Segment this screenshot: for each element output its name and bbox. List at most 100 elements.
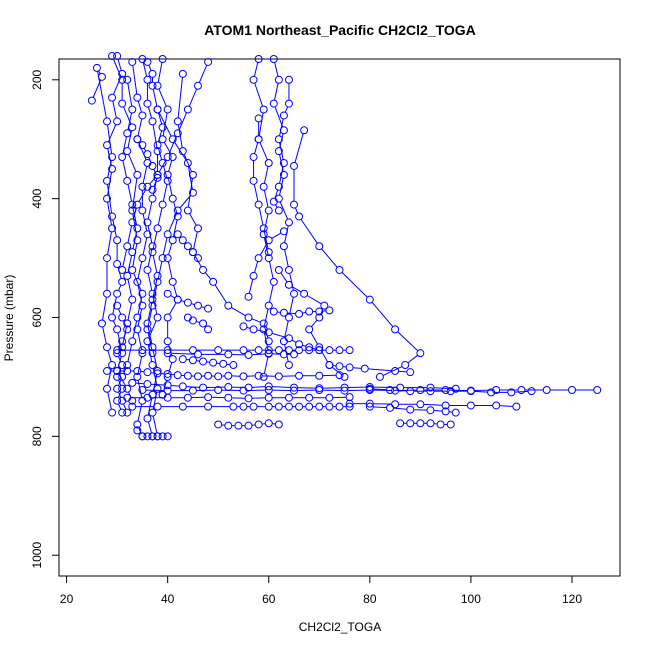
data-point (295, 371, 304, 380)
data-point (365, 384, 374, 393)
data-point (163, 230, 172, 239)
data-point (193, 350, 202, 359)
data-point (158, 432, 167, 441)
data-point (204, 57, 213, 66)
data-point (103, 289, 112, 298)
series-line-segment (153, 180, 157, 187)
data-point (300, 289, 309, 298)
series-line-segment (188, 88, 198, 107)
data-point (229, 402, 238, 411)
data-point (143, 393, 152, 402)
data-point (163, 393, 172, 402)
data-point (340, 372, 349, 381)
series-line-segment (214, 284, 227, 303)
data-point (163, 254, 172, 263)
data-point (320, 301, 329, 310)
data-point (396, 383, 405, 392)
data-point (335, 265, 344, 274)
data-point (143, 414, 152, 423)
data-point (163, 346, 172, 355)
data-point (113, 366, 122, 375)
data-point (254, 135, 263, 144)
data-point (219, 359, 228, 368)
series-line-segment (157, 207, 163, 226)
series-line-segment (132, 231, 138, 249)
data-point (284, 218, 293, 227)
series-line-segment (289, 297, 294, 315)
series-line-segment (178, 112, 187, 131)
series-line-segment (112, 59, 122, 77)
data-point (254, 55, 263, 63)
data-point (103, 141, 112, 150)
data-point (178, 69, 187, 78)
series-line-segment (194, 254, 202, 268)
data-point (249, 325, 258, 334)
series-line-segment (274, 83, 279, 101)
data-point (441, 407, 450, 416)
series-line-segment (152, 279, 158, 297)
series-line-segment (231, 306, 246, 317)
data-point (315, 343, 324, 352)
data-point (143, 380, 152, 389)
data-point (259, 182, 268, 191)
data-point (168, 236, 177, 245)
data-point (163, 432, 172, 441)
series-line-segment (268, 261, 274, 279)
series-line-segment (147, 326, 153, 344)
data-point (290, 161, 299, 170)
series-line-segment (423, 403, 443, 406)
data-point (123, 242, 132, 251)
data-point (375, 372, 384, 381)
series-line-segment (179, 195, 192, 209)
data-point (305, 343, 314, 352)
series-line-segment (112, 76, 122, 95)
data-point (183, 393, 192, 402)
series-line-segment (107, 350, 112, 362)
series-line-segment (279, 178, 284, 196)
series-line-segment (122, 136, 127, 154)
data-point (118, 337, 127, 346)
series-line-segment (173, 285, 178, 297)
y-tick-label: 1000 (30, 542, 44, 569)
series-line-segment (263, 356, 269, 374)
series-line-segment (152, 415, 158, 434)
data-point (153, 369, 162, 378)
data-point (214, 420, 223, 429)
data-point (123, 361, 132, 370)
y-tick-label: 800 (30, 426, 44, 446)
data-point (183, 371, 192, 380)
series-line-segment (162, 184, 168, 202)
series-line-segment (284, 320, 289, 338)
series-line-segment (397, 331, 419, 352)
series-line-segment (137, 285, 143, 303)
data-point (335, 346, 344, 355)
series-line-segment (117, 332, 122, 350)
series-line-segment (118, 391, 122, 398)
data-point (163, 170, 172, 179)
series-line-segment (294, 133, 304, 163)
series-line-segment (279, 201, 289, 220)
data-point (259, 372, 268, 381)
data-point (279, 170, 288, 179)
data-point (386, 403, 395, 412)
series-line-segment (128, 154, 137, 172)
data-point (183, 158, 192, 167)
data-point (249, 176, 258, 185)
data-point (279, 242, 288, 251)
data-point (204, 304, 213, 313)
series-line-segment (499, 405, 513, 407)
data-point (153, 81, 162, 90)
data-point (153, 271, 162, 280)
series-line-segment (122, 160, 127, 178)
series-line-segment (393, 407, 407, 410)
data-point (188, 188, 197, 197)
series-line-segment (474, 390, 488, 393)
data-point (113, 52, 122, 61)
series-line-segment (132, 207, 137, 220)
series-line-segment (123, 332, 127, 339)
data-point (183, 242, 192, 251)
data-point (158, 254, 167, 263)
data-point (133, 372, 142, 381)
data-point (163, 349, 172, 358)
series-line-segment (152, 255, 158, 273)
